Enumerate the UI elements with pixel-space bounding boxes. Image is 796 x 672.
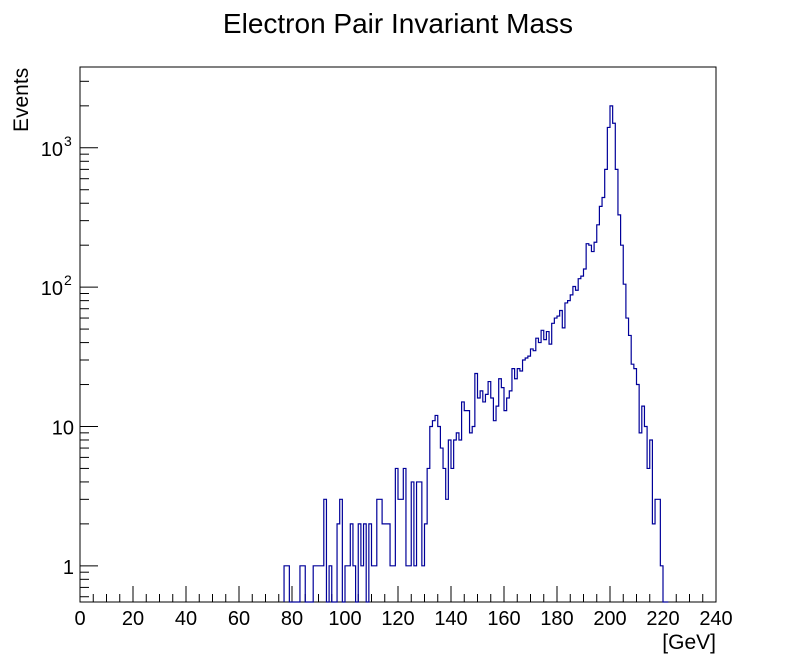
x-axis-label: [GeV] <box>662 631 716 654</box>
x-tick-label: 160 <box>487 608 520 630</box>
x-tick-label: 200 <box>593 608 626 630</box>
x-tick-label: 20 <box>122 608 144 630</box>
y-tick-label: 10 <box>52 417 74 439</box>
y-axis-label: Events <box>10 68 33 132</box>
plot-frame <box>79 66 717 603</box>
x-tick-label: 60 <box>228 608 250 630</box>
x-tick-label: 0 <box>74 608 85 630</box>
histogram-outline <box>283 105 669 603</box>
x-tick-label: 180 <box>540 608 573 630</box>
chart-title: Electron Pair Invariant Mass <box>223 8 573 39</box>
y-tick-label: 10 <box>41 278 63 300</box>
x-tick-label: 80 <box>281 608 303 630</box>
x-tick-label: 140 <box>434 608 467 630</box>
y-tick-label: 1 <box>63 557 74 579</box>
x-tick-label: 100 <box>328 608 361 630</box>
x-tick-label: 220 <box>646 608 679 630</box>
y-tick-exponent: 3 <box>64 133 72 149</box>
x-tick-label: 40 <box>175 608 197 630</box>
x-tick-label: 240 <box>699 608 732 630</box>
y-tick-label: 10 <box>41 139 63 161</box>
x-axis: 0 20 40 60 80 100 120 140 160 180 200 220 240 <box>74 586 733 630</box>
y-tick-exponent: 2 <box>64 272 72 288</box>
x-tick-label: 120 <box>381 608 414 630</box>
